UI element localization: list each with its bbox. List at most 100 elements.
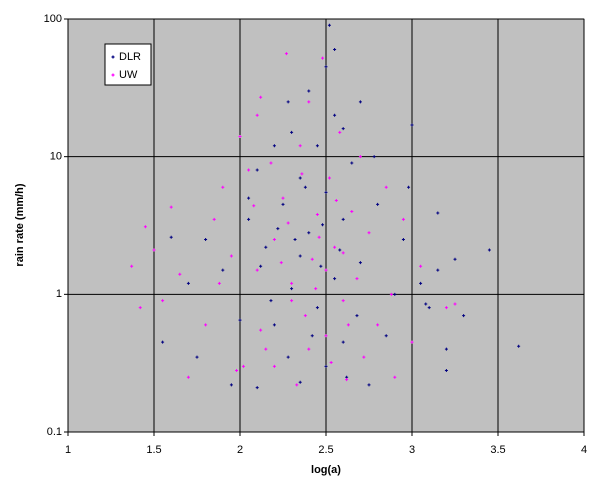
point <box>310 334 314 338</box>
legend-marker <box>111 73 115 77</box>
point <box>241 364 245 368</box>
point <box>169 235 173 239</box>
legend-label: DLR <box>119 51 141 63</box>
point <box>324 268 328 272</box>
point <box>327 176 331 180</box>
point <box>307 231 311 235</box>
point <box>453 257 457 261</box>
point <box>303 314 307 318</box>
point <box>389 292 393 296</box>
y-axis-title: rain rate (mm/h) <box>14 183 26 266</box>
point <box>161 340 165 344</box>
point <box>152 248 156 252</box>
point <box>221 268 225 272</box>
legend-box <box>104 43 152 86</box>
point <box>419 264 423 268</box>
point <box>290 299 294 303</box>
point <box>338 248 342 252</box>
point <box>229 383 233 387</box>
point <box>367 231 371 235</box>
point <box>235 368 239 372</box>
point <box>195 355 199 359</box>
point <box>462 314 466 318</box>
point <box>338 130 342 134</box>
point <box>324 364 328 368</box>
point <box>333 245 337 249</box>
point <box>259 95 263 99</box>
point <box>329 360 333 364</box>
point <box>401 217 405 221</box>
point <box>221 185 225 189</box>
point <box>272 364 276 368</box>
point <box>517 344 521 348</box>
point <box>410 123 414 127</box>
point <box>341 251 345 255</box>
point <box>444 368 448 372</box>
point <box>310 257 314 261</box>
point <box>307 89 311 93</box>
point <box>204 238 208 242</box>
point <box>436 211 440 215</box>
point <box>298 254 302 258</box>
x-tick-label: 1 <box>65 444 71 456</box>
point <box>350 161 354 165</box>
point <box>424 302 428 306</box>
x-tick-label: 4 <box>581 444 587 456</box>
point <box>327 23 331 27</box>
point <box>143 225 147 229</box>
point <box>279 261 283 265</box>
point <box>186 281 190 285</box>
point <box>401 238 405 242</box>
point <box>247 196 251 200</box>
point <box>444 347 448 351</box>
point <box>372 155 376 159</box>
point <box>355 314 359 318</box>
point <box>281 196 285 200</box>
point <box>324 190 328 194</box>
point <box>247 168 251 172</box>
point <box>487 248 491 252</box>
point <box>286 221 290 225</box>
point <box>384 334 388 338</box>
point <box>290 281 294 285</box>
point <box>255 386 259 390</box>
point <box>341 299 345 303</box>
x-tick-label: 1.5 <box>146 444 161 456</box>
y-tick-label: 0.1 <box>47 426 62 438</box>
y-tick-label: 1 <box>56 288 62 300</box>
point <box>444 306 448 310</box>
point <box>358 155 362 159</box>
point <box>315 144 319 148</box>
legend-marker <box>111 55 115 59</box>
point <box>355 277 359 281</box>
point <box>393 292 397 296</box>
point <box>217 281 221 285</box>
point <box>436 268 440 272</box>
point <box>238 135 242 139</box>
point <box>255 168 259 172</box>
point <box>272 144 276 148</box>
point <box>286 100 290 104</box>
legend-label: UW <box>119 69 138 81</box>
point <box>346 323 350 327</box>
point <box>247 217 251 221</box>
point <box>298 380 302 384</box>
point <box>314 287 318 291</box>
point <box>284 52 288 56</box>
point <box>453 302 457 306</box>
point <box>384 185 388 189</box>
point <box>376 202 380 206</box>
x-tick-label: 2.5 <box>318 444 333 456</box>
point <box>186 375 190 379</box>
point <box>345 378 349 382</box>
point <box>290 287 294 291</box>
point <box>259 328 263 332</box>
point <box>255 113 259 117</box>
point <box>315 213 319 217</box>
point <box>303 185 307 189</box>
point <box>419 281 423 285</box>
point <box>341 340 345 344</box>
y-tick-label: 100 <box>44 13 62 25</box>
point <box>286 355 290 359</box>
